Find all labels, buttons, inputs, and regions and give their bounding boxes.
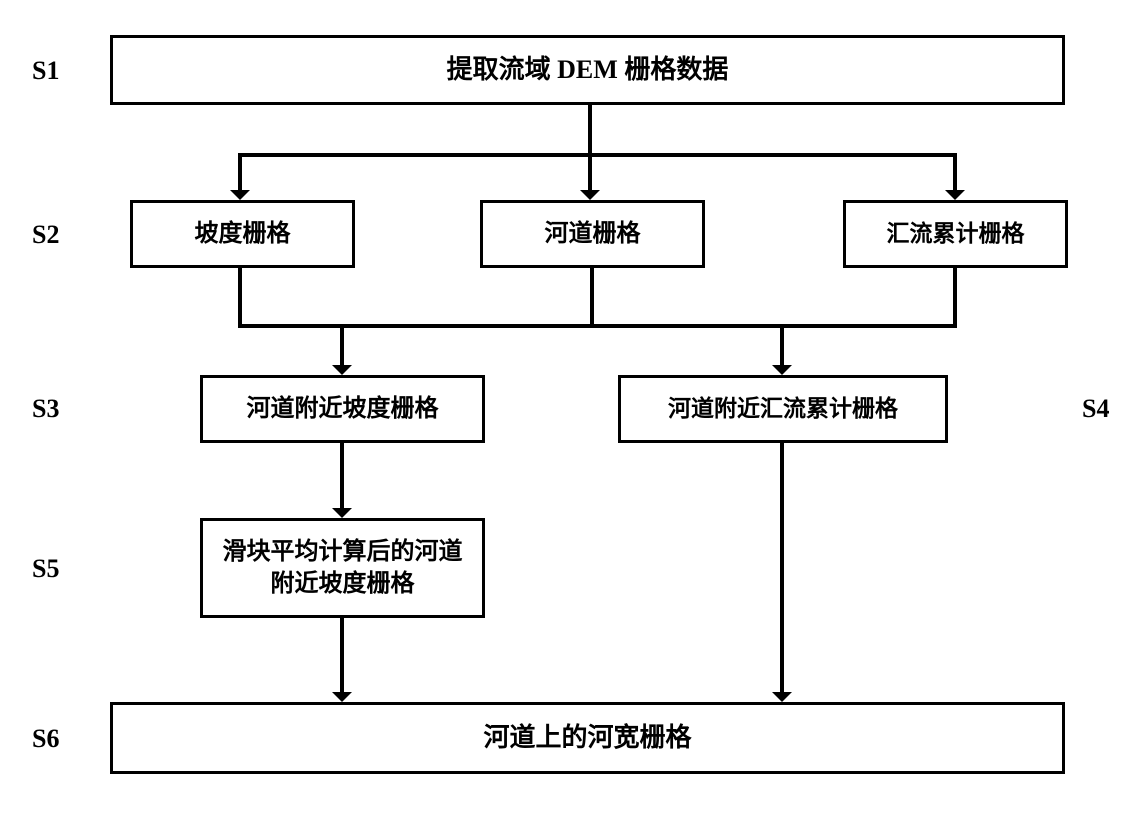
node-s2b-text: 河道栅格: [545, 218, 641, 250]
label-s3: S3: [32, 394, 59, 424]
node-s5: 滑块平均计算后的河道附近坡度栅格: [200, 518, 485, 618]
node-s3: 河道附近坡度栅格: [200, 375, 485, 443]
label-s6: S6: [32, 724, 59, 754]
node-s6-text: 河道上的河宽栅格: [483, 720, 691, 755]
label-s4: S4: [1082, 394, 1109, 424]
node-s1: 提取流域 DEM 栅格数据: [110, 35, 1065, 105]
node-s2a-text: 坡度栅格: [195, 218, 291, 250]
node-s2c-text: 汇流累计栅格: [887, 218, 1025, 249]
node-s4-text: 河道附近汇流累计栅格: [668, 393, 898, 424]
node-s2b: 河道栅格: [480, 200, 705, 268]
node-s4: 河道附近汇流累计栅格: [618, 375, 948, 443]
node-s2a: 坡度栅格: [130, 200, 355, 268]
node-s5-text: 滑块平均计算后的河道附近坡度栅格: [211, 536, 474, 601]
node-s2c: 汇流累计栅格: [843, 200, 1068, 268]
label-s1: S1: [32, 56, 59, 86]
node-s3-text: 河道附近坡度栅格: [247, 393, 439, 425]
label-s2: S2: [32, 220, 59, 250]
node-s6: 河道上的河宽栅格: [110, 702, 1065, 774]
label-s5: S5: [32, 554, 59, 584]
node-s1-text: 提取流域 DEM 栅格数据: [447, 52, 729, 87]
